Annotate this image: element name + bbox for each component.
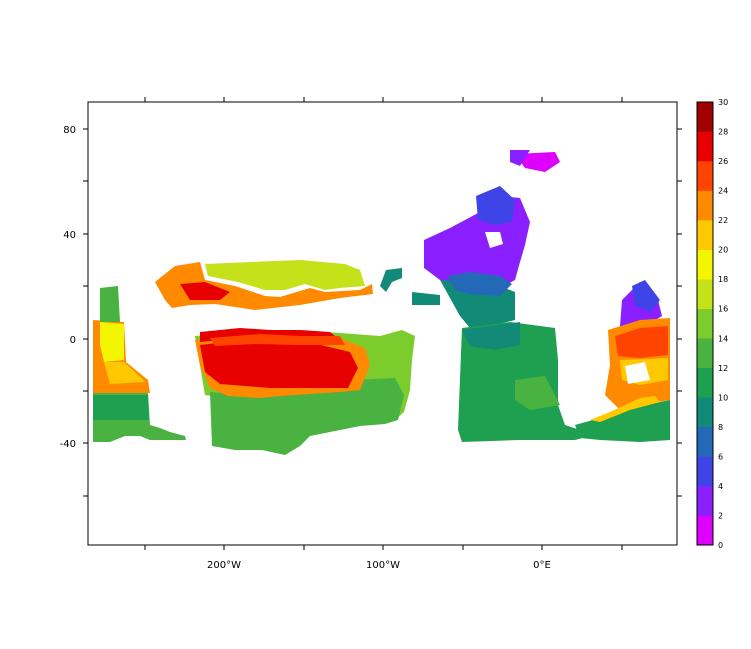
colorbar-tick-label: 14 [718,334,728,343]
x-ticks [144,97,623,550]
region-indian-south-green [575,400,670,442]
region-indian-amber [590,396,660,422]
y-ticks [83,128,682,497]
region-natl-hole [485,232,503,248]
colorbar-swatch [697,279,713,310]
colorbar-swatch [697,456,713,487]
x-tick-label-0e: 0°E [533,560,551,571]
y-tick-label-80: 80 [63,125,76,136]
colorbar-swatch [697,338,713,369]
region-caribbean-teal-2 [412,292,440,305]
colorbar-swatch [697,485,713,516]
colorbar-tick-label: 24 [718,187,728,196]
region-west-top-green [100,286,120,322]
field-layer [93,150,670,455]
region-natl-blue [448,272,512,296]
colorbar-swatch [697,426,713,457]
colorbar-tick-label: 16 [718,305,728,314]
region-satl-teal [462,322,520,350]
colorbar-tick-label: 4 [718,482,723,491]
colorbar-tick-label: 22 [718,216,728,225]
y-tick-label-40: 40 [63,230,76,241]
colorbar-swatch [697,161,713,191]
colorbar-tick-label: 12 [718,364,728,373]
colorbar-tick-label: 2 [718,511,723,520]
colorbar-tick-label: 26 [718,157,728,166]
region-caribbean-teal [380,268,402,292]
region-equator-orange-band [210,334,345,346]
colorbar-swatch [697,190,713,221]
x-tick-label-100w: 100°W [366,560,400,571]
y-tick-label-minus40: -40 [60,439,76,450]
plot-frame [87,101,678,546]
colorbar-swatch [697,308,713,339]
region-indian-red [615,326,668,358]
region-spac-red [200,340,358,388]
region-npac-red [180,282,230,300]
region-indian-white-hole [625,362,650,384]
colorbar-tick-label: 30 [718,98,728,107]
region-arctic-magenta [515,152,560,172]
region-west-strip-yellow [100,322,124,362]
colorbar-swatch [697,249,713,280]
region-indian-blue [632,280,660,312]
colorbar-swatch [697,131,713,162]
colorbar-swatch [697,220,713,250]
region-npac-lime [205,260,365,290]
region-west-strip-teal [93,395,149,420]
y-tick-label-0: 0 [70,335,76,346]
colorbar-swatch [697,102,713,132]
colorbar-tick-label: 20 [718,246,728,255]
colorbar [696,101,714,546]
colorbar-tick-label: 10 [718,393,728,402]
colorbar-frame [696,101,714,546]
colorbar-tick-label: 28 [718,128,728,137]
colorbar-tick-label: 6 [718,452,723,461]
colorbar-tick-label: 8 [718,423,723,432]
region-natl-north-blue [476,186,515,225]
colorbar-swatch [697,515,713,546]
colorbar-tick-label: 18 [718,275,728,284]
region-satl-lime-strip [515,376,560,410]
colorbar-swatch [697,367,713,398]
colorbar-swatch [697,397,713,428]
region-arctic-purple-rim [510,150,530,166]
colorbar-tick-label: 0 [718,541,723,550]
region-west-strip-amber [104,362,146,384]
x-tick-label-200w: 200°W [207,560,241,571]
